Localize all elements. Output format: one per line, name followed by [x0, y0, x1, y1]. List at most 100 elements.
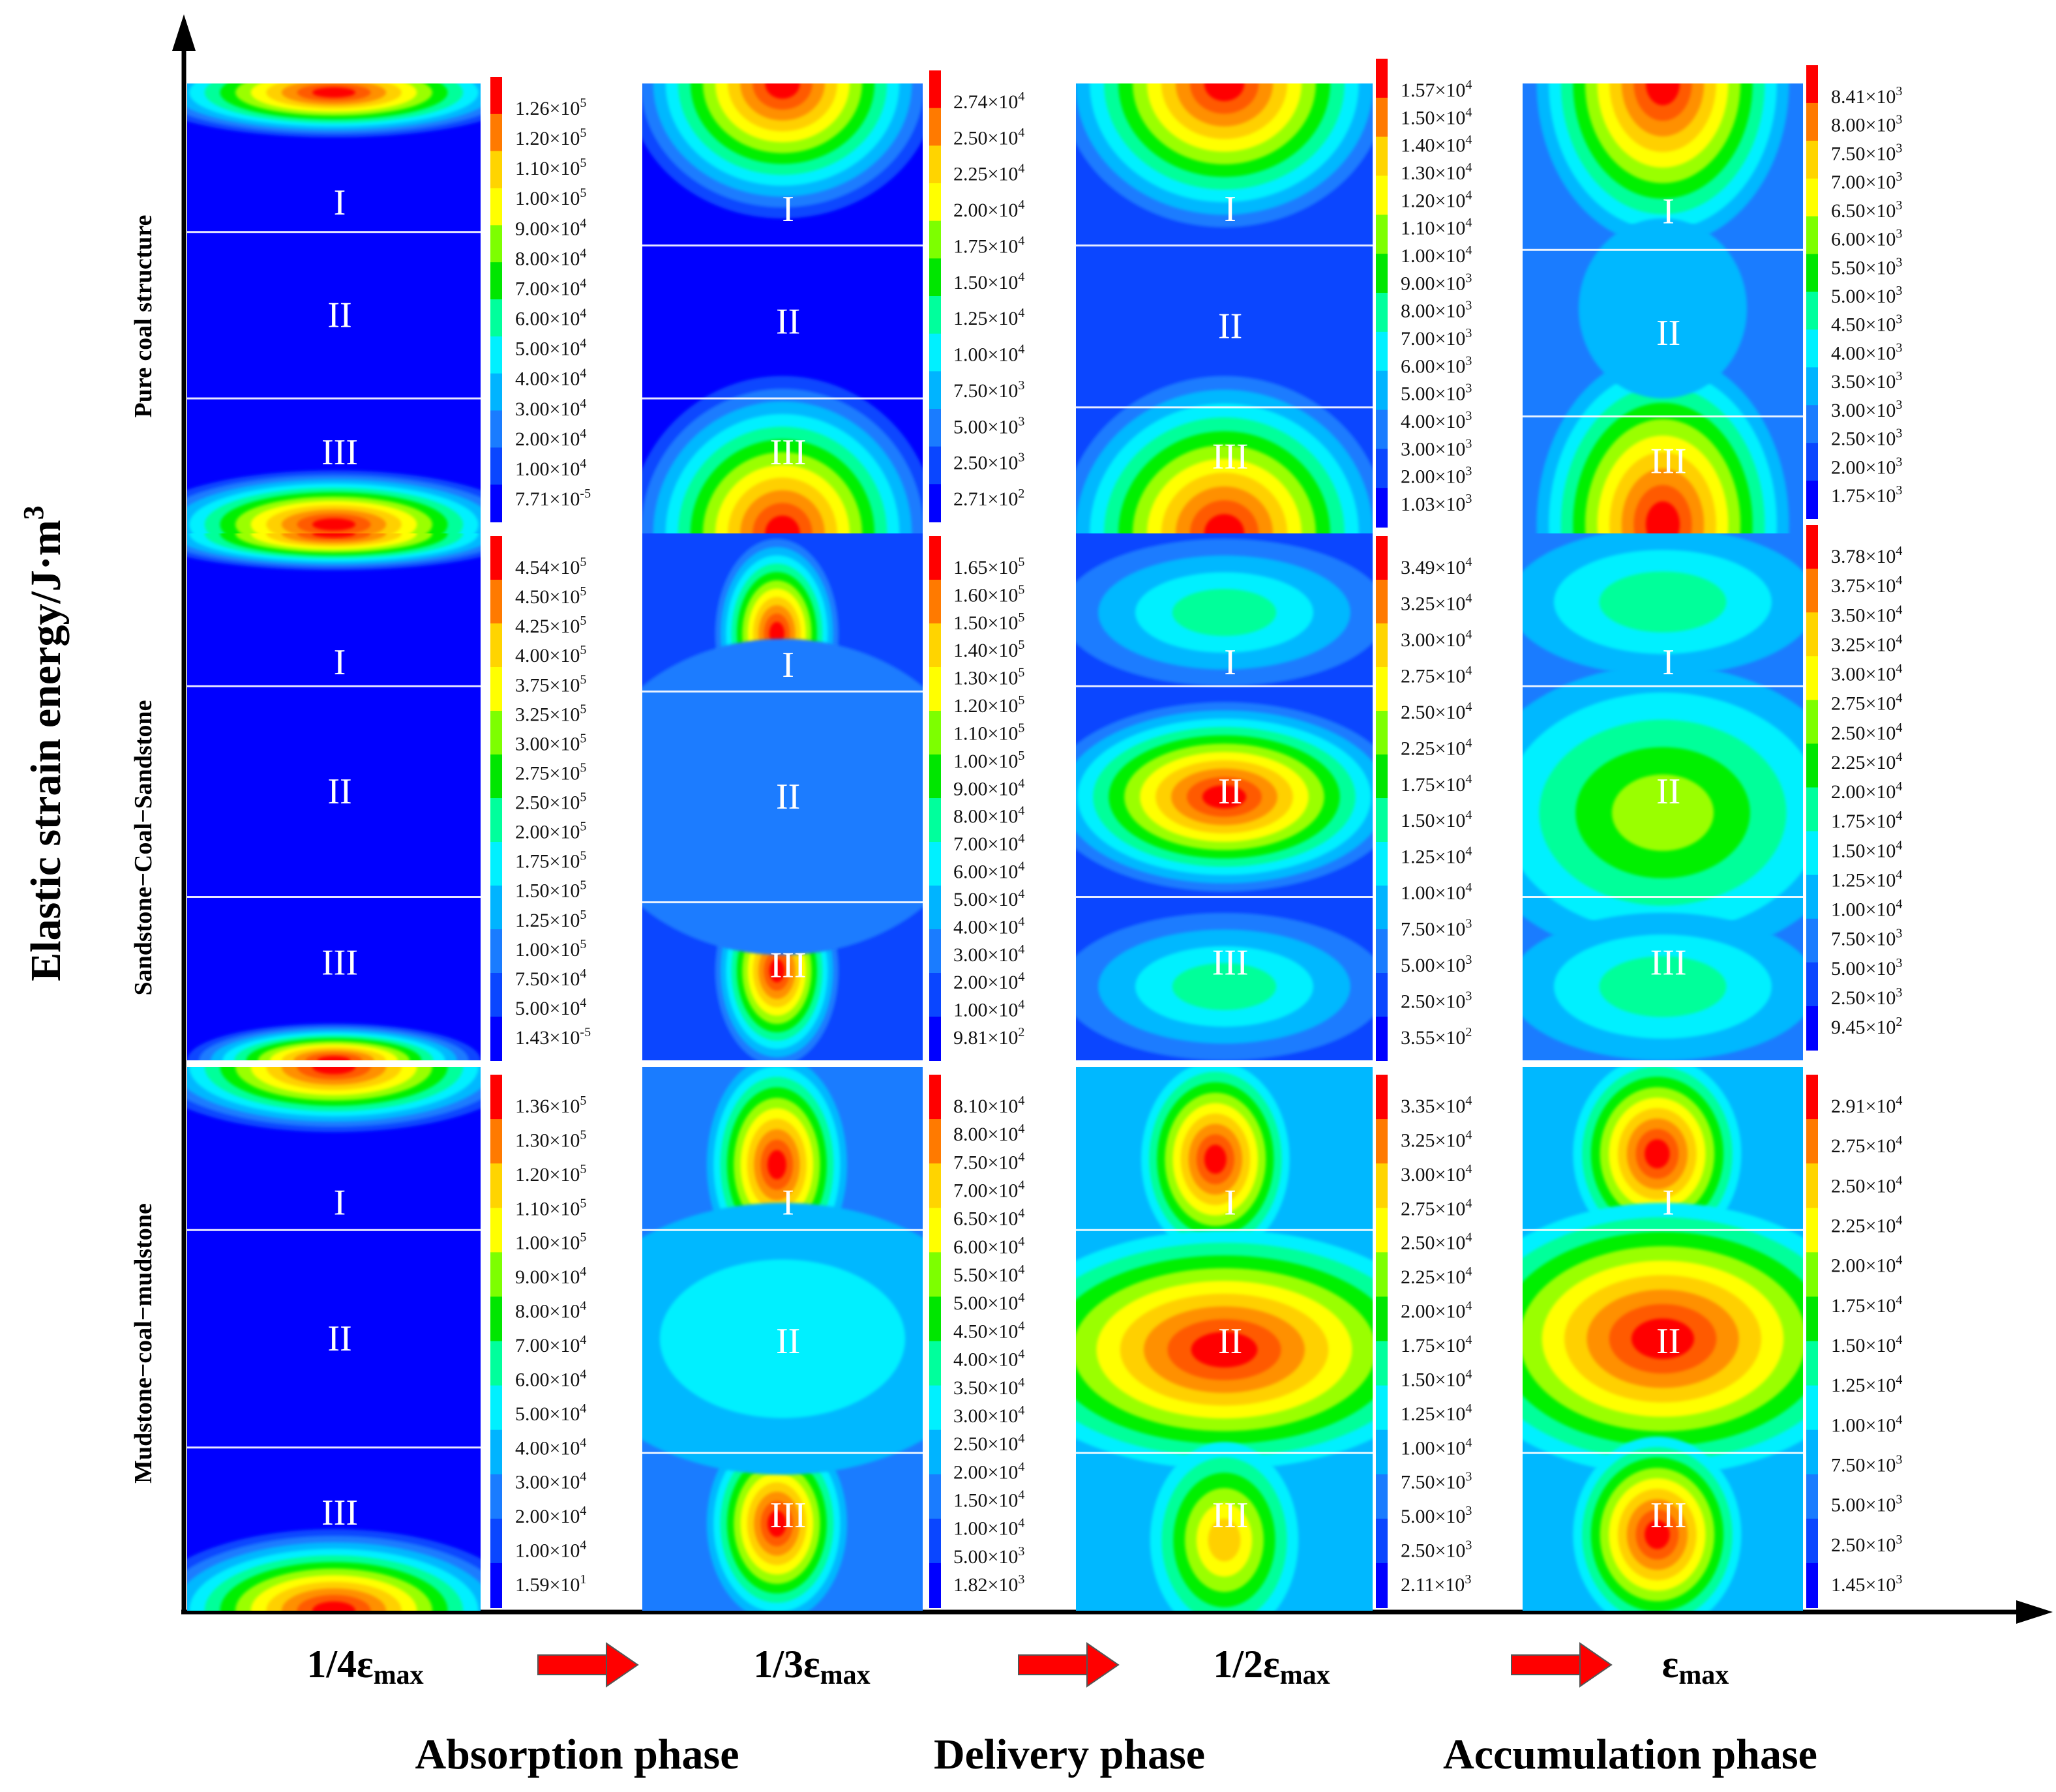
zone-label: II — [776, 1321, 800, 1362]
colorbar-tick-label: 2.75×104 — [1831, 1133, 1902, 1157]
colorbar-band — [490, 1252, 502, 1298]
colorbar-band — [1376, 1075, 1388, 1120]
colorbar-band — [1376, 798, 1388, 843]
colorbar-tick-label: 3.25×104 — [1401, 1127, 1472, 1151]
colorbar-tick-label: 2.50×103 — [1831, 426, 1902, 450]
colorbar-tick-label: 1.03×103 — [1401, 492, 1472, 515]
colorbar-tick-label: 1.00×104 — [1401, 880, 1472, 904]
colorbar-band — [1376, 1208, 1388, 1253]
colorbar-band — [929, 1385, 941, 1431]
colorbar-band — [490, 798, 502, 843]
colorbar-tick-label: 2.00×104 — [953, 1459, 1024, 1483]
colorbar-tick-label: 4.50×104 — [953, 1319, 1024, 1342]
colorbar-tick-label: 1.00×104 — [953, 998, 1024, 1021]
colorbar-tick-label: 5.00×103 — [1401, 1504, 1472, 1527]
zone-label: I — [1662, 1183, 1675, 1223]
colorbar-tick-label: 7.00×104 — [953, 1178, 1024, 1202]
y-axis-arrowhead — [172, 14, 196, 51]
colorbar-band — [929, 258, 941, 297]
colorbar-band — [929, 409, 941, 447]
colorbar-band — [1376, 488, 1388, 528]
contour-band — [1202, 785, 1247, 809]
colorbar-band — [1806, 1252, 1818, 1298]
zone-label: I — [782, 1183, 794, 1223]
contour-band — [765, 515, 800, 533]
colorbar-tick-label: 2.50×104 — [1401, 700, 1472, 723]
arrow-2 — [1018, 1642, 1120, 1688]
colorbar-band — [490, 1017, 502, 1061]
colorbar-tick-label: 2.00×104 — [515, 426, 586, 450]
colorbar-tick-label: 1.25×105 — [515, 908, 586, 931]
colorbar-band — [1376, 580, 1388, 624]
colorbar-band — [1806, 569, 1818, 614]
colorbar-tick-label: 2.50×103 — [1831, 1532, 1902, 1556]
colorbar-band — [1376, 215, 1388, 255]
colorbar-tick-label: 2.71×102 — [953, 486, 1024, 510]
colorbar-tick-label: 1.50×105 — [515, 878, 586, 902]
colorbar-tick-label: 1.25×104 — [1831, 1373, 1902, 1396]
colorbar-tick-label: 8.41×103 — [1831, 84, 1902, 108]
colorbar-tick-label: 1.50×104 — [1831, 1333, 1902, 1356]
colorbar-band — [1376, 1341, 1388, 1386]
colorbar-tick-label: 1.10×105 — [515, 1196, 586, 1219]
colorbar-tick-label: 6.00×103 — [1401, 353, 1472, 377]
colorbar-tick-label: 7.00×104 — [515, 1333, 586, 1356]
colorbar-band — [1806, 787, 1818, 832]
colorbar-tick-label: 1.10×105 — [515, 156, 586, 179]
zone-label: III — [321, 943, 358, 983]
colorbar-band — [490, 336, 502, 374]
colorbar-tick-label: 3.55×102 — [1401, 1025, 1472, 1049]
colorbar-tick-label: 4.00×104 — [953, 1347, 1024, 1371]
colorbar-tick-label: 5.00×103 — [953, 414, 1024, 438]
colorbar-band — [490, 623, 502, 668]
colorbar: 1.36×105 1.30×105 1.20×105 1.10×105 1.00×105… — [490, 1075, 586, 1608]
colorbar-tick-label: 6.00×104 — [953, 1234, 1024, 1258]
zone-label: III — [1212, 943, 1249, 983]
strain-label-max: εmax — [1662, 1643, 1729, 1690]
colorbar-band — [490, 1474, 502, 1519]
contour-band — [1204, 1144, 1227, 1174]
colorbar-tick-label: 7.71×10-5 — [515, 486, 591, 510]
phase-label-accumulation: Accumulation phase — [1443, 1731, 1817, 1778]
contour-band — [1172, 589, 1277, 636]
colorbar-tick-label: 3.50×103 — [1831, 369, 1902, 393]
zone-label: II — [1656, 313, 1680, 353]
colorbar-band — [1806, 831, 1818, 876]
zone-label: II — [1656, 771, 1680, 812]
zone-label: II — [1218, 771, 1242, 812]
colorbar-band — [1806, 65, 1818, 104]
colorbar-band — [1376, 1252, 1388, 1298]
zone-label: I — [334, 1183, 346, 1223]
colorbar-band — [1376, 410, 1388, 450]
colorbar-tick-label: 3.78×104 — [1831, 544, 1902, 567]
colorbar-band — [490, 410, 502, 449]
colorbar-band — [1376, 1429, 1388, 1475]
contour-band — [765, 83, 800, 99]
colorbar-tick-label: 3.50×104 — [1831, 603, 1902, 626]
zone-label: III — [770, 432, 807, 473]
colorbar-band — [490, 151, 502, 189]
colorbar-tick-label: 2.50×103 — [1401, 1538, 1472, 1562]
colorbar-tick-label: 1.60×105 — [953, 582, 1024, 606]
colorbar-tick-label: 1.75×104 — [1401, 772, 1472, 796]
colorbar-tick-label: 1.00×104 — [515, 456, 586, 480]
colorbar-band — [1376, 973, 1388, 1017]
colorbar-tick-label: 7.50×103 — [953, 378, 1024, 402]
colorbar-band — [490, 113, 502, 152]
row-label-pure-coal: Pure coal structure — [130, 215, 157, 418]
colorbar-band — [1376, 1385, 1388, 1431]
colorbar-band — [1806, 216, 1818, 255]
colorbar-band — [1376, 254, 1388, 293]
phase-label-absorption: Absorption phase — [415, 1731, 739, 1778]
panel-background — [187, 533, 481, 1060]
colorbar-tick-label: 1.40×105 — [953, 638, 1024, 661]
colorbar-tick-label: 1.65×105 — [953, 555, 1024, 578]
colorbar-band — [929, 1474, 941, 1519]
colorbar-tick-label: 1.00×105 — [515, 1231, 586, 1254]
colorbar-band — [1376, 536, 1388, 580]
colorbar-band — [1376, 667, 1388, 711]
